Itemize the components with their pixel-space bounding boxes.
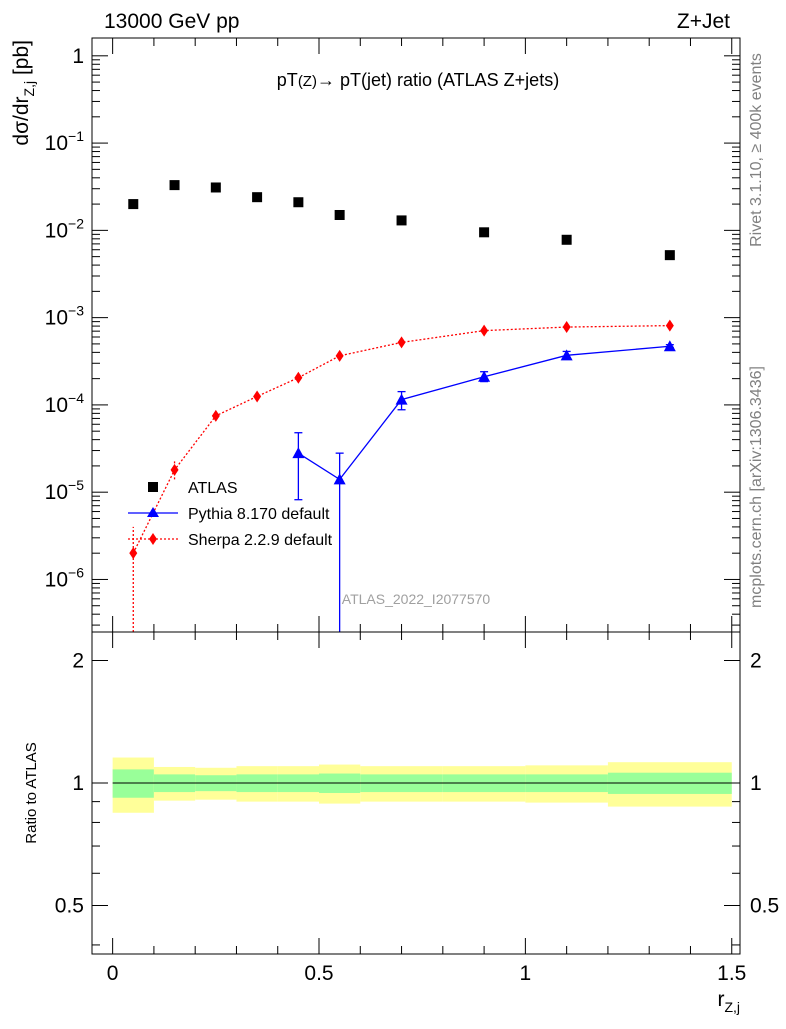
atlas-data-point	[561, 234, 572, 245]
atlas-data-point	[664, 250, 675, 261]
energy-label: 13000 GeV pp	[104, 10, 239, 33]
y-tick-label-base: 10	[45, 132, 68, 155]
x-tick-label: 0.5	[304, 962, 333, 985]
y-tick-label-exp: −1	[68, 128, 84, 144]
atlas-data-point	[479, 227, 490, 238]
atlas-data-point	[396, 215, 407, 226]
series-line-1	[298, 345, 670, 481]
upper-axes: 110−110−210−310−410−510−6	[45, 38, 740, 632]
y-axis-label-unit: [pb]	[10, 40, 33, 81]
process-label: Z+Jet	[677, 10, 730, 33]
y-tick-label-base: 10	[45, 394, 68, 417]
sherpa-data-point	[211, 409, 220, 422]
y-tick-label: 10−5	[45, 477, 85, 504]
pythia-data-point	[292, 447, 305, 459]
upper-series-layer	[128, 180, 676, 632]
atlas-data-point	[169, 180, 180, 191]
x-tick-label: 0	[107, 962, 119, 985]
x-tick-label: 1	[520, 962, 532, 985]
plot-title: pT(Z)→ pT(jet) ratio (ATLAS Z+jets)	[277, 70, 559, 90]
y-tick-label: 10−3	[45, 303, 85, 330]
x-axis-label: rZ,j	[717, 988, 740, 1015]
ratio-y-tick-label-left: 1	[72, 772, 84, 795]
sherpa-data-point	[294, 371, 303, 384]
sherpa-data-point	[170, 463, 179, 476]
pythia-data-point	[333, 473, 346, 485]
rivet-version-label: Rivet 3.1.10, ≥ 400k events	[748, 53, 765, 247]
plot-title-arrow: →	[317, 70, 335, 90]
atlas-data-point	[128, 199, 139, 210]
y-tick-label-exp: −5	[68, 477, 84, 493]
y-tick-label-base: 10	[45, 307, 68, 330]
analysis-id-watermark: ATLAS_2022_I2077570	[342, 591, 491, 607]
y-tick-label-base: 10	[45, 219, 68, 242]
sherpa-data-point	[665, 319, 674, 332]
x-axis-label-main: r	[717, 988, 724, 1011]
sherpa-data-point	[480, 324, 489, 337]
y-tick-label: 10−1	[45, 128, 85, 155]
y-tick-label-base: 10	[45, 568, 68, 591]
legend-pythia-label: Pythia 8.170 default	[188, 506, 330, 523]
main-panel: 110−110−210−310−410−510−6 pT(Z)→ pT(jet)…	[10, 37, 741, 633]
ratio-y-tick-label-right: 2	[750, 650, 762, 673]
y-tick-label: 10−6	[45, 564, 85, 591]
sherpa-data-point	[397, 336, 406, 349]
legend-pythia-marker	[147, 507, 159, 517]
y-tick-label: 10−2	[45, 215, 85, 242]
y-tick-label-base: 10	[45, 481, 68, 504]
legend-sherpa-label: Sherpa 2.2.9 default	[188, 532, 333, 549]
pythia-data-point	[663, 340, 676, 352]
y-tick-label-exp: −3	[68, 303, 84, 319]
pythia-data-point	[560, 349, 573, 361]
sherpa-data-point	[335, 349, 344, 362]
x-tick-label: 1.5	[717, 962, 746, 985]
sherpa-data-point	[253, 390, 262, 403]
lower-axes: 0 0.5 1 1.5 0.5 0.5 1 1 2 2	[55, 632, 779, 985]
y-tick-label-exp: −4	[68, 390, 84, 406]
sherpa-data-point	[129, 547, 138, 560]
y-axis-label-main: dσ/dr	[10, 96, 33, 145]
legend-atlas-label: ATLAS	[188, 480, 238, 497]
atlas-data-point	[293, 197, 304, 208]
y-tick-label-exp: −2	[68, 215, 84, 231]
lower-frame	[91, 631, 741, 955]
legend-sherpa-marker	[149, 533, 157, 545]
ratio-bands-layer	[112, 757, 732, 813]
ratio-y-tick-label-right: 1	[750, 772, 762, 795]
ratio-y-tick-label-right: 0.5	[750, 894, 779, 917]
mcplots-source-label: mcplots.cern.ch [arXiv:1306.3436]	[748, 366, 765, 608]
y-tick-label-exp: −6	[68, 564, 84, 580]
pythia-data-point	[395, 393, 408, 405]
x-axis-label-sub: Z,j	[724, 999, 740, 1015]
legend-atlas-marker	[148, 482, 158, 492]
legend: ATLAS Pythia 8.170 default Sherpa 2.2.9 …	[128, 480, 333, 549]
ratio-panel: 0 0.5 1 1.5 0.5 0.5 1 1 2 2 Ratio to ATLAS rZ,j	[23, 631, 779, 1015]
plot-title-z: (Z)	[298, 73, 317, 90]
plot-title-pt: pT	[277, 70, 298, 90]
plot-title-rest: pT(jet) ratio (ATLAS Z+jets)	[335, 70, 559, 90]
y-tick-label: 10−4	[45, 390, 85, 417]
y-axis-label-sub: Z,j	[21, 81, 37, 97]
ratio-y-tick-label-left: 0.5	[55, 894, 84, 917]
ratio-y-axis-label: Ratio to ATLAS	[23, 742, 40, 843]
atlas-data-point	[252, 192, 263, 203]
y-axis-label: dσ/drZ,j [pb]	[10, 40, 37, 146]
ratio-band-inner	[112, 769, 154, 798]
ratio-y-tick-label-left: 2	[72, 650, 84, 673]
y-tick-label: 1	[72, 45, 84, 68]
atlas-data-point	[334, 209, 345, 220]
sherpa-data-point	[562, 321, 571, 334]
pythia-data-point	[478, 370, 491, 382]
atlas-data-point	[210, 182, 221, 193]
